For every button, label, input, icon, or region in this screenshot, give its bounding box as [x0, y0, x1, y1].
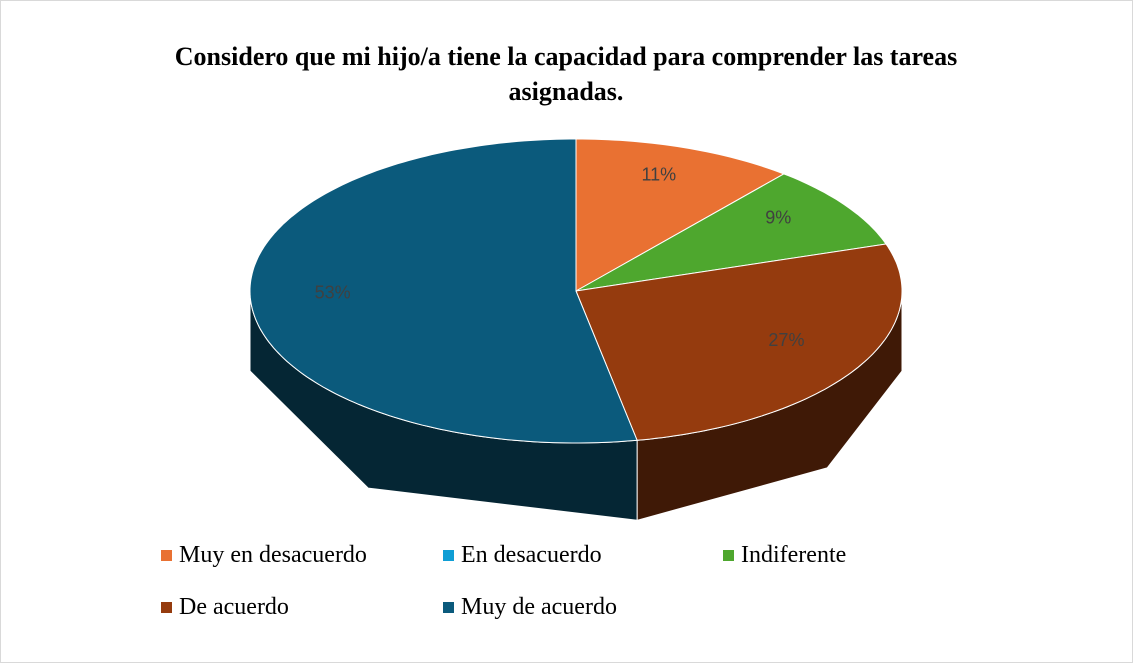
slice	[575, 243, 903, 441]
legend-item: Indiferente	[723, 537, 943, 573]
legend-item: Muy en desacuerdo	[161, 537, 443, 573]
slice	[249, 138, 638, 444]
legend-label: Muy en desacuerdo	[179, 541, 367, 568]
legend-item: De acuerdo	[161, 589, 443, 625]
data-label: 11%	[641, 164, 676, 184]
legend-swatch	[161, 601, 172, 613]
data-label: 27%	[768, 330, 804, 350]
legend-swatch	[443, 601, 454, 613]
legend-swatch	[443, 549, 454, 561]
legend-item: Muy de acuerdo	[443, 589, 723, 625]
legend-label: Indiferente	[741, 541, 847, 568]
data-label: 9%	[765, 208, 791, 228]
chart-title: Considero que mi hijo/a tiene la capacid…	[174, 42, 958, 106]
legend-item: En desacuerdo	[443, 537, 723, 573]
data-label: 53%	[315, 282, 351, 302]
legend-swatch	[723, 549, 734, 561]
legend-swatch	[161, 549, 172, 561]
slice	[575, 138, 785, 292]
legend: Muy en desacuerdo En desacuerdo Indiferent…	[161, 537, 943, 625]
legend-label: De acuerdo	[179, 593, 289, 620]
legend-label: Muy de acuerdo	[461, 593, 617, 620]
slice	[575, 173, 887, 292]
legend-label: En desacuerdo	[461, 541, 602, 568]
